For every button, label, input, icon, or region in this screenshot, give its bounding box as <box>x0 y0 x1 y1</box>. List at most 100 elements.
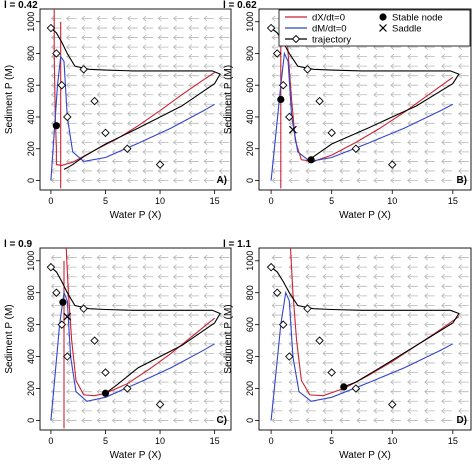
vector-arrow <box>322 254 334 261</box>
vector-arrow <box>218 350 230 357</box>
panel-label: A) <box>216 175 227 186</box>
vector-arrow <box>339 293 351 299</box>
vector-arrow <box>157 302 169 309</box>
vector-arrow <box>157 53 169 60</box>
vector-arrow <box>127 254 138 261</box>
panel-label: D) <box>456 415 467 426</box>
vector-arrow <box>288 398 300 405</box>
vector-arrow <box>203 149 215 155</box>
vector-arrow <box>127 340 138 347</box>
vector-arrow <box>142 379 154 385</box>
vector-arrow <box>142 53 154 60</box>
vector-arrow <box>441 149 452 155</box>
vector-arrow <box>339 340 351 347</box>
vector-arrow <box>356 72 367 79</box>
y-axis-label: Sediment P (M) <box>223 65 234 134</box>
vector-arrow <box>127 158 138 165</box>
vector-arrow <box>390 350 401 357</box>
vector-arrow <box>271 331 283 338</box>
vector-arrow <box>407 91 418 98</box>
vector-arrow <box>407 417 418 424</box>
vector-arrow <box>407 331 418 338</box>
vector-arrow <box>142 254 154 261</box>
vector-arrow <box>188 130 199 136</box>
trajectory-start-point <box>315 336 324 345</box>
vector-arrow <box>373 53 384 60</box>
chart-panel-2: l = 0.62 0 5 10 15 0 200 400 600 800 1000 Water P (… <box>223 0 472 221</box>
vector-arrow <box>356 177 367 184</box>
vector-arrow <box>96 25 108 31</box>
vector-arrow <box>96 331 108 338</box>
vector-arrow <box>172 82 184 89</box>
vector-arrow <box>322 321 334 328</box>
y-tick-label: 600 <box>26 317 36 332</box>
vector-arrow <box>288 72 300 79</box>
vector-arrow <box>142 25 154 31</box>
vector-arrow <box>356 302 367 309</box>
vector-arrow <box>188 177 199 184</box>
vector-arrow <box>424 82 435 89</box>
stable-node-point <box>101 389 110 397</box>
vector-arrow <box>424 283 435 290</box>
vector-arrow <box>218 369 230 376</box>
vector-arrow <box>424 101 435 108</box>
stable-node-point <box>307 156 315 164</box>
saddle-point <box>288 125 297 134</box>
y-tick-label: 800 <box>245 285 255 300</box>
vector-arrow <box>188 25 199 31</box>
vector-arrow <box>172 254 184 261</box>
x-tick-label: 5 <box>103 436 108 446</box>
vector-arrow <box>81 283 92 290</box>
vector-arrow <box>339 417 351 424</box>
vector-arrow <box>322 120 334 127</box>
vector-arrow <box>172 379 184 385</box>
x-axis-label: Water P (X) <box>110 450 162 461</box>
vector-arrow <box>111 25 123 31</box>
vector-arrow <box>424 302 435 309</box>
trajectory-start-point <box>46 262 56 272</box>
vector-arrow <box>218 82 230 89</box>
vector-arrow <box>96 264 108 270</box>
vector-arrow <box>407 158 418 165</box>
vector-arrow <box>81 369 92 376</box>
vector-arrow <box>188 139 199 146</box>
vector-arrow <box>305 293 317 299</box>
vector-arrow <box>188 149 199 155</box>
vector-arrow <box>172 110 184 117</box>
vector-arrow <box>458 408 469 414</box>
trajectory-start-point <box>52 49 61 58</box>
vector-arrow <box>96 379 108 385</box>
vector-arrow <box>142 101 154 108</box>
vector-arrow <box>441 63 452 69</box>
vector-arrow <box>424 53 435 60</box>
vector-arrow <box>407 254 418 261</box>
vector-arrow <box>188 417 199 424</box>
vector-arrow <box>127 360 138 366</box>
vector-arrow <box>81 321 92 328</box>
vector-arrow <box>203 360 215 366</box>
trajectory-start-point <box>285 112 294 122</box>
vector-arrow <box>458 417 469 424</box>
trajectory-start-point <box>278 80 288 90</box>
vector-arrow <box>322 379 334 385</box>
vector-arrow <box>305 254 317 261</box>
vector-arrow <box>441 177 452 184</box>
stable-node-point <box>59 298 67 306</box>
trajectory-start-point <box>351 384 361 393</box>
vector-arrow <box>218 398 230 405</box>
vector-arrow <box>111 254 123 261</box>
vector-arrow <box>356 321 367 328</box>
vector-arrow <box>203 283 215 290</box>
vector-arrow <box>288 369 300 376</box>
vector-arrow <box>424 168 435 174</box>
vector-arrow <box>407 302 418 309</box>
vector-arrow <box>305 53 317 60</box>
vector-arrow <box>203 408 215 414</box>
vector-arrow <box>305 91 317 98</box>
vector-arrow <box>356 273 367 280</box>
vector-arrow <box>111 91 123 98</box>
vector-arrow <box>81 340 92 347</box>
vector-arrow <box>458 331 469 338</box>
vector-arrow <box>127 177 138 184</box>
vector-arrow <box>305 168 317 174</box>
